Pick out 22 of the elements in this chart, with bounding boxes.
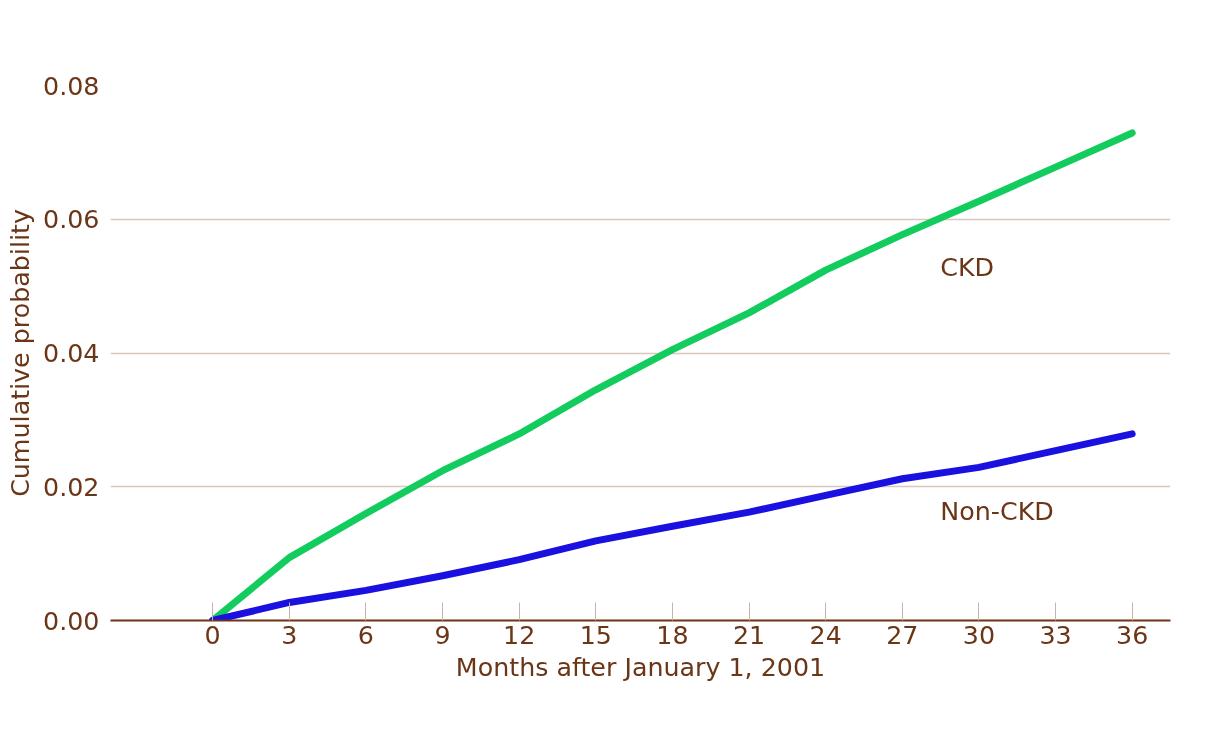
x-tick-label: 6 (357, 619, 374, 650)
y-tick-label: 0.04 (43, 338, 100, 368)
y-tick-label: 0.08 (43, 70, 100, 101)
y-tick-label: 0.02 (43, 471, 100, 502)
x-tick-label: 3 (281, 619, 298, 650)
y-tick-label: 0.06 (43, 204, 100, 235)
x-tick-label: 21 (732, 619, 766, 650)
y-axis-title: Cumulative probability (5, 209, 36, 497)
x-tick-label: 12 (503, 619, 536, 650)
series-label: Non-CKD (940, 495, 1054, 526)
x-tick-label: 18 (656, 619, 689, 650)
x-tick-label: 33 (1039, 619, 1072, 650)
x-tick-label: 24 (809, 619, 842, 650)
x-tick-label: 36 (1116, 619, 1149, 650)
x-tick-label: 30 (962, 619, 996, 650)
series-label: CKD (940, 251, 995, 282)
x-tick-label: 27 (886, 619, 919, 650)
x-tick-label: 0 (204, 619, 221, 650)
x-tick-label: 9 (434, 619, 451, 650)
y-tick-label: 0.00 (43, 605, 100, 636)
x-tick-label: 15 (579, 619, 612, 650)
x-axis-title: Months after January 1, 2001 (455, 651, 826, 682)
